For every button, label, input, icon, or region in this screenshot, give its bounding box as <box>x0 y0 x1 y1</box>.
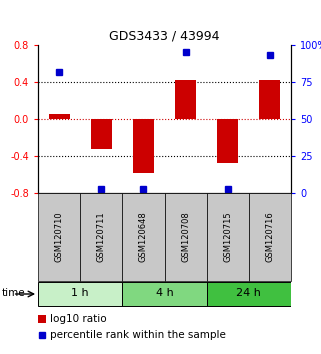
Text: 4 h: 4 h <box>156 289 173 298</box>
Text: 1 h: 1 h <box>71 289 89 298</box>
Bar <box>38 315 46 323</box>
Bar <box>80 193 122 281</box>
Bar <box>249 193 291 281</box>
Bar <box>38 193 80 281</box>
Bar <box>164 193 207 281</box>
Bar <box>38 282 122 306</box>
Bar <box>48 114 70 119</box>
Bar <box>91 119 112 149</box>
Bar <box>207 193 249 281</box>
Bar <box>175 80 196 119</box>
Title: GDS3433 / 43994: GDS3433 / 43994 <box>109 29 220 42</box>
Bar <box>122 193 164 281</box>
Text: GSM120715: GSM120715 <box>223 212 232 262</box>
Bar <box>133 119 154 173</box>
Text: log10 ratio: log10 ratio <box>50 314 107 324</box>
Text: GSM120710: GSM120710 <box>55 212 64 262</box>
Text: percentile rank within the sample: percentile rank within the sample <box>50 330 226 340</box>
Bar <box>207 282 291 306</box>
Text: 24 h: 24 h <box>236 289 261 298</box>
Text: time: time <box>2 289 25 298</box>
Text: GSM120716: GSM120716 <box>265 212 274 262</box>
Bar <box>259 80 281 119</box>
Bar <box>217 119 238 164</box>
Text: GSM120711: GSM120711 <box>97 212 106 262</box>
Text: GSM120648: GSM120648 <box>139 212 148 262</box>
Bar <box>122 282 207 306</box>
Text: GSM120708: GSM120708 <box>181 212 190 262</box>
